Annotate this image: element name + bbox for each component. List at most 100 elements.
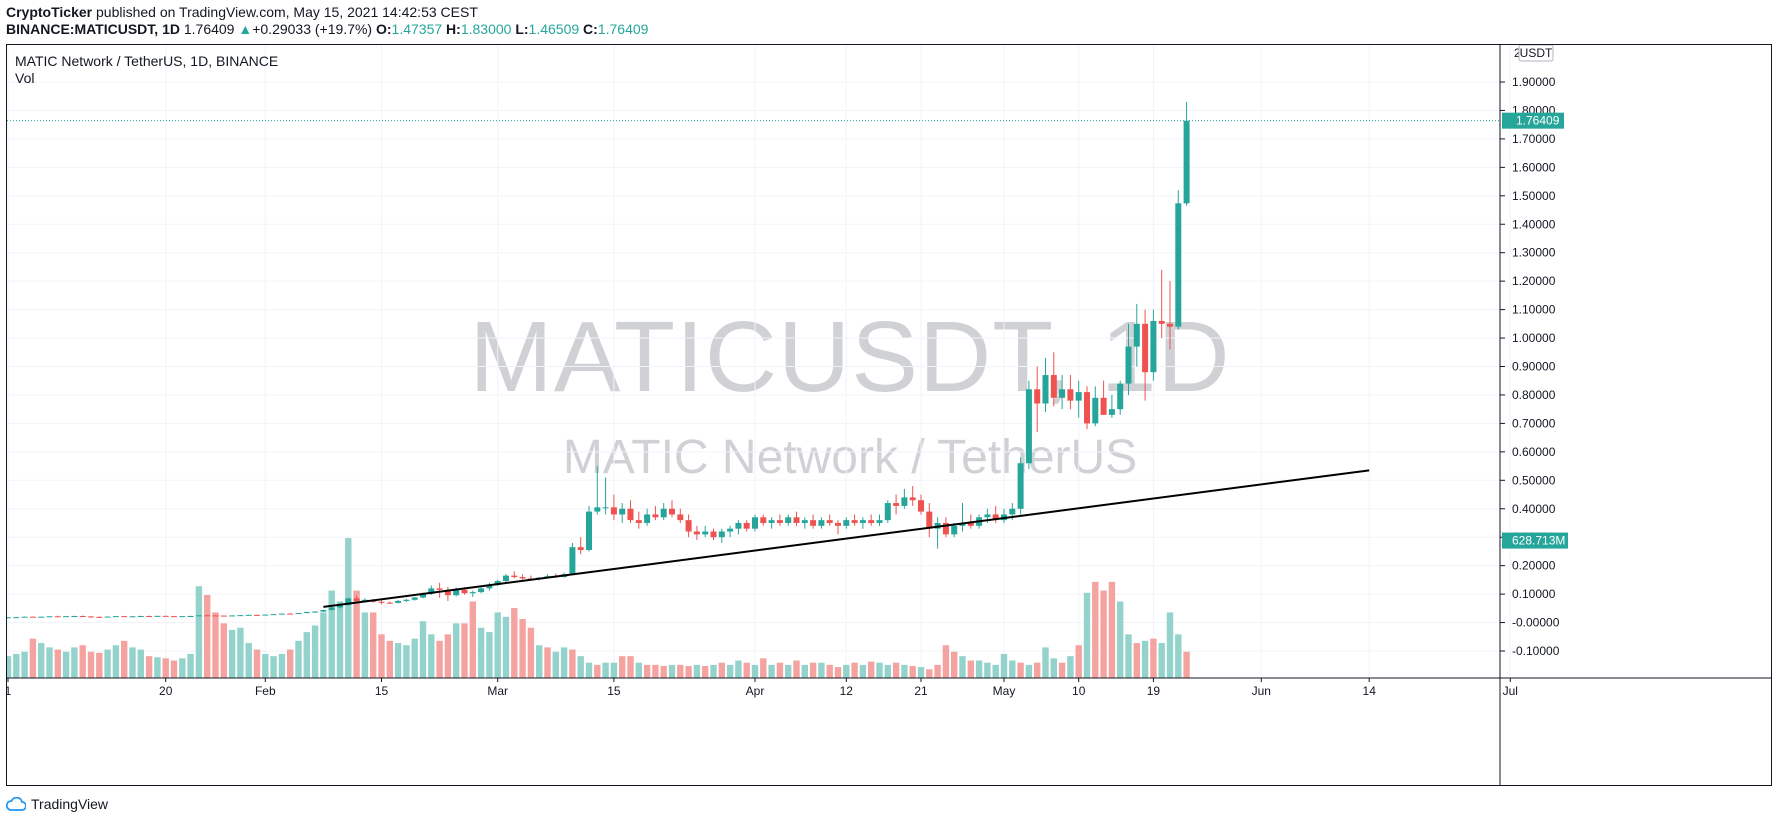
candle-body xyxy=(818,520,825,526)
volume-bar xyxy=(1092,581,1099,678)
candle-body xyxy=(669,508,675,515)
volume-bar xyxy=(353,590,360,678)
volume-bar xyxy=(228,629,236,678)
candle-body xyxy=(137,616,144,618)
price-tick-label: 1.30000 xyxy=(1512,246,1556,260)
candle-body xyxy=(411,597,418,600)
publish-info: CryptoTicker published on TradingView.co… xyxy=(6,4,478,20)
volume-bar xyxy=(726,664,734,678)
candle-body xyxy=(586,511,592,551)
candle-body xyxy=(519,577,526,579)
volume-bar xyxy=(884,664,891,678)
volume-bar xyxy=(1000,653,1008,678)
volume-bar xyxy=(917,667,925,678)
volume-bar xyxy=(195,586,203,678)
candle-body xyxy=(262,614,269,616)
volume-bar xyxy=(1075,645,1082,678)
candle-body xyxy=(1142,323,1149,373)
candle-body xyxy=(295,613,302,615)
candlestick-chart[interactable]: -0.10000-0.000000.100000.200000.300000.4… xyxy=(7,45,1771,785)
currency-label: USDT xyxy=(1520,46,1553,60)
cloud-logo-icon xyxy=(6,797,26,811)
volume-bar xyxy=(461,623,468,678)
candle-body xyxy=(918,500,924,512)
volume-bar xyxy=(1083,592,1091,678)
volume-bar xyxy=(436,640,443,678)
candle-body xyxy=(901,497,908,506)
volume-bar xyxy=(278,653,286,678)
candle-body xyxy=(884,503,891,521)
volume-bar xyxy=(270,656,277,678)
candle-body xyxy=(278,613,285,615)
candle-body xyxy=(511,575,518,578)
candle-body xyxy=(1017,463,1024,509)
volume-bar xyxy=(668,664,676,678)
candle-body xyxy=(245,614,252,616)
volume-bar xyxy=(1125,634,1132,678)
candle-body xyxy=(826,520,833,523)
date-tick-label: 1 xyxy=(7,684,12,698)
volume-bar xyxy=(378,634,385,678)
candle-body xyxy=(88,616,94,618)
date-tick-label: 19 xyxy=(1147,684,1161,698)
candle-body xyxy=(129,616,136,618)
volume-badge xyxy=(1502,532,1568,549)
open-label: O: xyxy=(375,21,392,37)
volume-bar xyxy=(776,662,784,678)
change-value: +0.29033 (+19.7%) xyxy=(252,21,373,37)
tradingview-footer[interactable]: TradingView xyxy=(6,796,108,812)
candle-body xyxy=(403,599,410,601)
publisher-name[interactable]: CryptoTicker xyxy=(6,4,93,20)
candle-body xyxy=(13,617,20,619)
volume-bar xyxy=(868,661,875,678)
volume-bar xyxy=(419,621,427,678)
volume-bar xyxy=(345,538,352,678)
candle-body xyxy=(453,589,460,596)
volume-bar xyxy=(403,645,410,678)
candle-body xyxy=(254,614,260,616)
volume-bar xyxy=(453,623,460,678)
candle-body xyxy=(204,615,211,617)
volume-bar xyxy=(1058,662,1066,678)
candle-body xyxy=(63,616,70,618)
legend-vol: Vol xyxy=(15,70,35,86)
candle-body xyxy=(594,507,601,512)
volume-bar xyxy=(585,662,593,678)
footer-brand: TradingView xyxy=(31,796,109,812)
candle-body xyxy=(627,508,634,521)
date-tick-label: 15 xyxy=(375,684,389,698)
volume-bar xyxy=(1141,640,1149,678)
price-tick-label: 1.70000 xyxy=(1512,132,1556,146)
candle-body xyxy=(868,520,875,523)
candle-body xyxy=(984,514,991,518)
volume-bar xyxy=(494,612,501,678)
candle-body xyxy=(1175,203,1182,327)
volume-bar xyxy=(145,656,153,678)
volume-bar xyxy=(768,664,775,678)
volume-bar xyxy=(1034,662,1041,678)
volume-bars xyxy=(7,538,1190,678)
volume-bar xyxy=(212,612,219,678)
volume-bar xyxy=(702,665,709,678)
price-tick-label: 1.40000 xyxy=(1512,217,1556,231)
candle-body xyxy=(619,508,626,515)
axes: -0.10000-0.000000.100000.200000.300000.4… xyxy=(7,45,1771,785)
candle-body xyxy=(428,588,435,594)
volume-bar xyxy=(486,632,493,678)
candle-body xyxy=(1067,389,1074,401)
date-tick-label: Apr xyxy=(746,684,765,698)
candle-body xyxy=(876,520,883,523)
volume-bar xyxy=(926,669,933,678)
candle-body xyxy=(1125,346,1132,384)
candle-body xyxy=(644,514,651,523)
volume-bar xyxy=(361,612,369,678)
candle-body xyxy=(677,514,684,521)
volume-bar xyxy=(1183,651,1190,678)
up-arrow-icon: ▲ xyxy=(238,21,253,37)
candle-body xyxy=(1084,392,1090,424)
candle-body xyxy=(967,522,974,526)
price-tick-label: 0.10000 xyxy=(1512,587,1556,601)
volume-bar xyxy=(386,640,393,678)
volume-bar xyxy=(876,662,883,678)
candle-body xyxy=(187,616,194,618)
